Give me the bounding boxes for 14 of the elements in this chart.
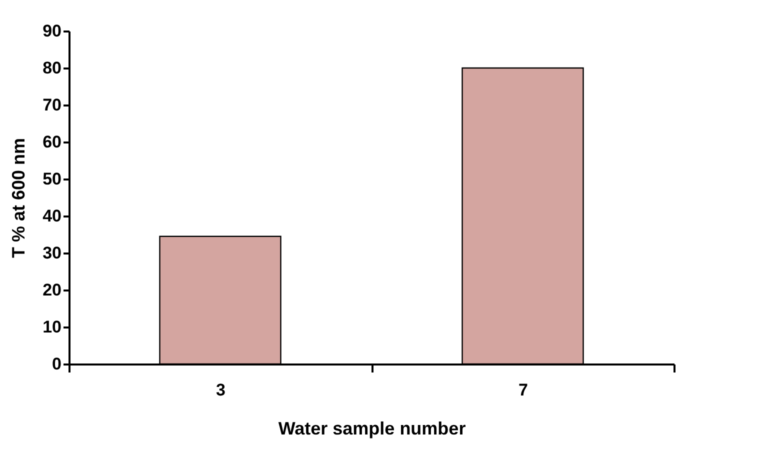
x-tick-label: 7 — [518, 380, 528, 400]
x-axis-title: Water sample number — [278, 418, 466, 438]
y-tick-label: 10 — [42, 318, 62, 336]
y-tick-label: 20 — [42, 280, 62, 300]
y-tick-label: 40 — [42, 206, 62, 226]
y-tick-label: 60 — [42, 132, 62, 152]
y-tick-label: 0 — [52, 354, 62, 374]
y-tick-label: 90 — [42, 22, 62, 40]
x-tick-label: 3 — [216, 380, 226, 400]
y-tick-label: 80 — [42, 58, 62, 78]
y-tick-label: 30 — [42, 244, 62, 262]
y-axis-title: T % at 600 nm — [8, 138, 29, 258]
y-tick-label: 70 — [42, 96, 62, 114]
y-tick-label: 50 — [42, 170, 62, 188]
